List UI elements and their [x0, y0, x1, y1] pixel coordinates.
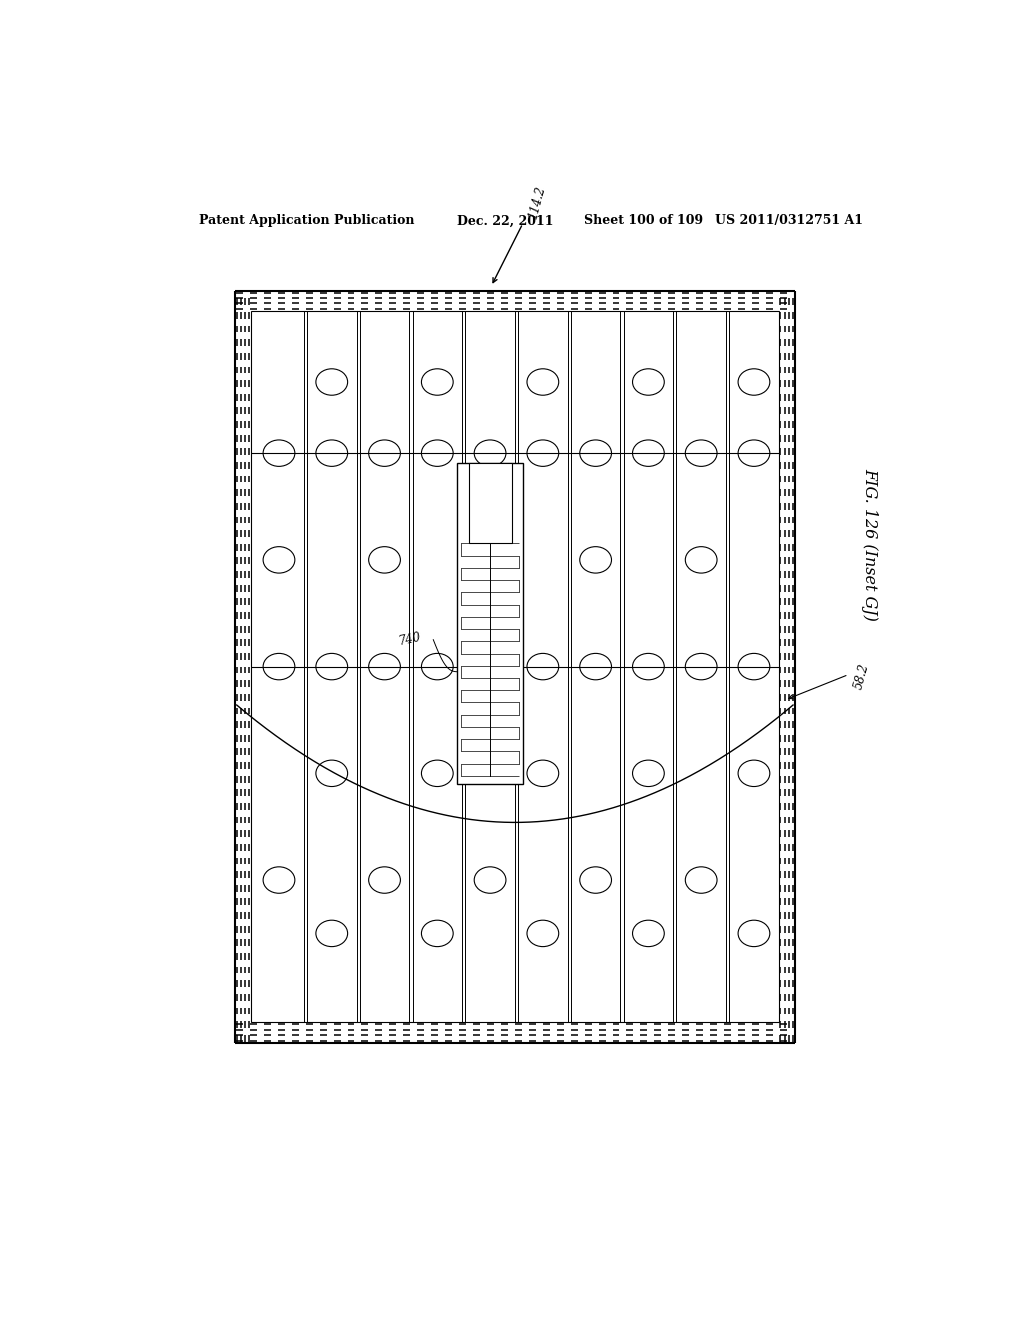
Text: 58.2: 58.2 [853, 663, 871, 690]
Bar [236, 290, 795, 1043]
Text: Patent Application Publication: Patent Application Publication [200, 214, 415, 227]
Text: 740: 740 [397, 631, 422, 648]
Bar [469, 463, 512, 544]
Text: Dec. 22, 2011: Dec. 22, 2011 [458, 214, 554, 227]
Text: FIG. 126 (Inset GJ): FIG. 126 (Inset GJ) [861, 469, 879, 622]
Text: US 2011/0312751 A1: US 2011/0312751 A1 [715, 214, 863, 227]
Text: Sheet 100 of 109: Sheet 100 of 109 [585, 214, 703, 227]
Bar [457, 463, 523, 784]
Text: 114.2: 114.2 [526, 185, 548, 220]
